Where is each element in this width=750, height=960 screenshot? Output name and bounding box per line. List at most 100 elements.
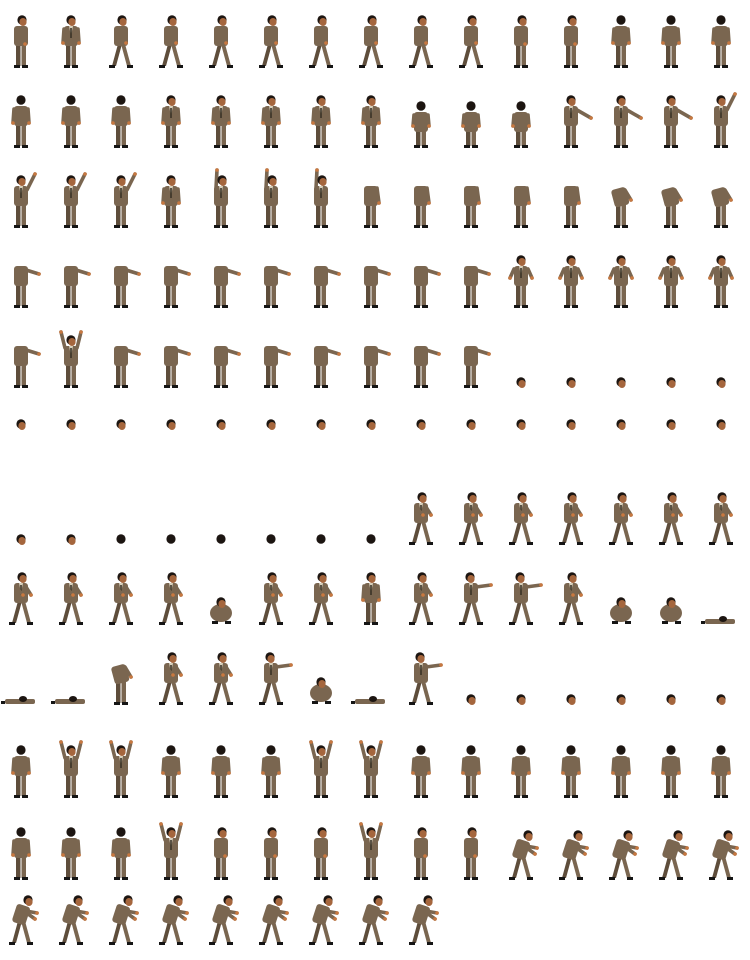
sprite-frame-stand-front xyxy=(150,64,200,154)
sprite-frame-head xyxy=(400,346,450,436)
sprite-frame-stand-front xyxy=(200,64,250,154)
sprite-frame-headless-arm xyxy=(150,304,200,394)
sprite-figure xyxy=(109,572,133,625)
sprite-figure xyxy=(166,419,176,430)
sprite-figure xyxy=(409,572,433,625)
sprite-frame-stand-side xyxy=(200,796,250,886)
sprite-frame-walk xyxy=(400,0,450,74)
sprite-figure xyxy=(214,346,241,388)
sprite-figure xyxy=(51,696,85,704)
sprite-frame-arms-up xyxy=(50,714,100,804)
sprite-frame-head xyxy=(500,346,550,436)
sprite-figure xyxy=(416,419,426,430)
sprite-figure xyxy=(361,95,381,148)
sprite-frame-headless-bend xyxy=(650,144,700,234)
sprite-frame-stand-back xyxy=(100,796,150,886)
sprite-figure xyxy=(314,827,328,880)
sprite-figure xyxy=(61,827,81,880)
sprite-frame-walk xyxy=(250,0,300,74)
sprite-figure xyxy=(159,15,183,68)
sprite-figure xyxy=(309,572,333,625)
sprite-frame-stand-front xyxy=(350,541,400,631)
sprite-figure xyxy=(561,745,581,798)
sprite-frame-headless-arm xyxy=(0,224,50,314)
sprite-frame-stand-back xyxy=(650,0,700,74)
sprite-frame-headless-bend xyxy=(600,144,650,234)
sprite-frame-stand-side xyxy=(500,0,550,74)
sprite-frame-fight xyxy=(150,541,200,631)
sprite-figure xyxy=(14,15,28,68)
sprite-figure xyxy=(364,346,391,388)
sprite-frame-head xyxy=(700,304,750,394)
sprite-frame-walk xyxy=(100,0,150,74)
sprite-frame-stand-side xyxy=(550,0,600,74)
sprite-figure xyxy=(109,15,133,68)
sprite-frame-fight xyxy=(300,541,350,631)
sprite-frame-stand-back xyxy=(600,0,650,74)
sprite-frame-headless-arm xyxy=(0,304,50,394)
sprite-figure xyxy=(114,346,141,388)
sprite-figure xyxy=(409,652,443,705)
sprite-figure xyxy=(261,745,281,798)
sprite-figure xyxy=(61,15,81,68)
sprite-frame-head xyxy=(500,621,550,711)
sprite-frame-stand-front xyxy=(50,0,100,74)
sprite-figure xyxy=(659,492,683,545)
sprite-figure xyxy=(461,101,481,148)
sprite-figure xyxy=(314,168,328,228)
sprite-figure xyxy=(658,255,684,308)
sprite-figure xyxy=(516,694,526,705)
sprite-figure xyxy=(311,95,331,148)
sprite-figure xyxy=(366,534,376,544)
sprite-frame-punch xyxy=(400,621,450,711)
sprite-figure xyxy=(509,830,539,880)
sprite-frame-reach xyxy=(150,861,200,951)
sprite-frame-head xyxy=(650,304,700,394)
sprite-figure xyxy=(116,419,126,430)
sprite-frame-reach xyxy=(300,861,350,951)
sprite-frame-walk xyxy=(200,0,250,74)
sprite-frame-point-up xyxy=(700,64,750,154)
sprite-figure xyxy=(564,15,578,68)
sprite-frame-headless xyxy=(500,144,550,234)
sprite-frame-head-back xyxy=(250,461,300,551)
sprite-figure xyxy=(59,330,83,388)
sprite-frame-point-right xyxy=(600,64,650,154)
sprite-figure xyxy=(459,492,483,545)
sprite-figure xyxy=(411,101,431,148)
sprite-frame-stand-back xyxy=(550,714,600,804)
sprite-figure xyxy=(164,346,191,388)
sprite-frame-headless xyxy=(400,144,450,234)
sprite-figure xyxy=(359,15,383,68)
sprite-figure xyxy=(309,15,333,68)
sprite-frame-head xyxy=(500,304,550,394)
sprite-figure xyxy=(558,255,584,308)
sprite-figure xyxy=(209,15,233,68)
sprite-frame-stand-back xyxy=(450,714,500,804)
sprite-figure xyxy=(314,266,341,308)
sprite-figure xyxy=(359,895,389,945)
sprite-figure xyxy=(314,346,341,388)
sprite-frame-head xyxy=(600,304,650,394)
sprite-figure xyxy=(111,95,131,148)
sprite-figure xyxy=(716,377,726,388)
sprite-frame-point-up xyxy=(50,144,100,234)
sprite-figure xyxy=(459,572,493,625)
sprite-figure xyxy=(711,187,733,228)
sprite-frame-head xyxy=(300,346,350,436)
sprite-frame-punch xyxy=(500,541,550,631)
sprite-figure xyxy=(209,652,233,705)
sprite-frame-lying xyxy=(350,621,400,711)
sprite-frame-fight xyxy=(700,461,750,551)
sprite-frame-head xyxy=(550,304,600,394)
sprite-frame-headless-bend xyxy=(100,621,150,711)
sprite-figure xyxy=(66,534,76,545)
sprite-frame-head xyxy=(600,621,650,711)
sprite-frame-reach xyxy=(50,861,100,951)
sprite-frame-reach xyxy=(700,796,750,886)
sprite-frame-hands-hips xyxy=(500,224,550,314)
sprite-frame-head xyxy=(350,346,400,436)
sprite-figure xyxy=(211,95,231,148)
sprite-figure xyxy=(366,419,376,430)
sprite-frame-walk xyxy=(450,0,500,74)
